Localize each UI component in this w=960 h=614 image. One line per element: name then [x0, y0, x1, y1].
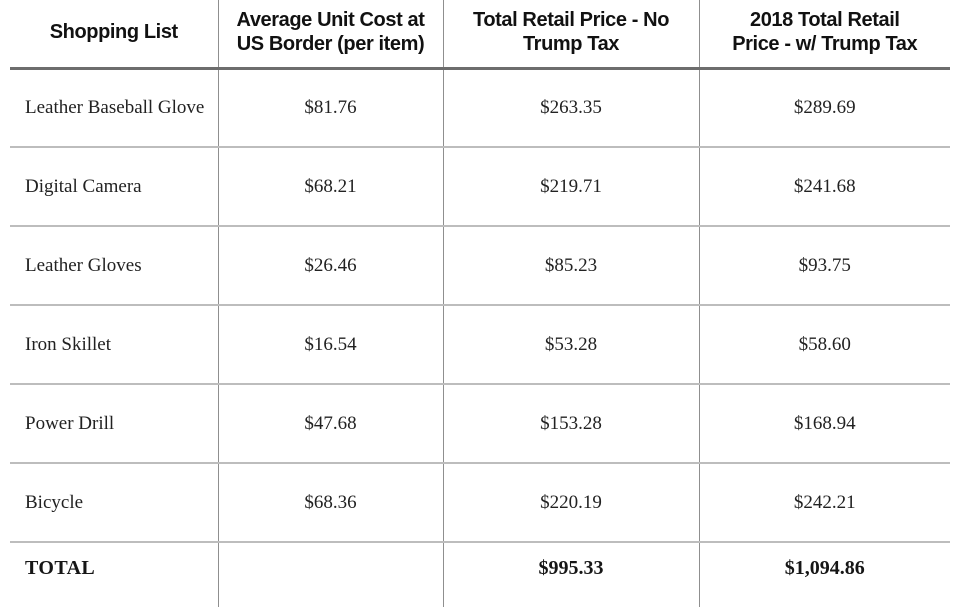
col-header-unit-cost: Average Unit Cost at US Border (per item… — [217, 0, 443, 70]
item-cell: Power Drill — [10, 384, 218, 464]
no-tax-cell: $219.71 — [442, 147, 699, 227]
unit-cost-cell: $26.46 — [217, 226, 443, 306]
table-row: Power Drill $47.68 $153.28 $168.94 — [10, 384, 950, 464]
table-row: Bicycle $68.36 $220.19 $242.21 — [10, 463, 950, 543]
col-header-no-trump-tax: Total Retail Price - No Trump Tax — [442, 0, 699, 70]
with-tax-cell: $168.94 — [698, 384, 950, 464]
table-header: Shopping List Average Unit Cost at US Bo… — [10, 0, 950, 70]
with-tax-cell: $289.69 — [698, 68, 950, 148]
item-cell: Digital Camera — [10, 147, 218, 227]
item-cell: Bicycle — [10, 463, 218, 543]
table-row: Leather Baseball Glove $81.76 $263.35 $2… — [10, 68, 950, 148]
no-tax-cell: $153.28 — [442, 384, 699, 464]
no-tax-cell: $220.19 — [442, 463, 699, 543]
with-tax-cell: $241.68 — [698, 147, 950, 227]
unit-cost-cell: $16.54 — [217, 305, 443, 385]
with-tax-cell: $242.21 — [698, 463, 950, 543]
unit-cost-cell: $81.76 — [217, 68, 443, 148]
unit-cost-cell: $68.21 — [217, 147, 443, 227]
total-row: TOTAL $995.33 $1,094.86 — [10, 542, 950, 607]
table-row: Digital Camera $68.21 $219.71 $241.68 — [10, 147, 950, 227]
item-cell: Leather Gloves — [10, 226, 218, 306]
shopping-list-table: Shopping List Average Unit Cost at US Bo… — [10, 0, 950, 607]
with-tax-cell: $58.60 — [698, 305, 950, 385]
col-header-shopping-list: Shopping List — [10, 0, 218, 70]
no-tax-cell: $263.35 — [442, 68, 699, 148]
header-row: Shopping List Average Unit Cost at US Bo… — [10, 0, 950, 70]
no-tax-cell: $53.28 — [442, 305, 699, 385]
col-header-with-trump-tax: 2018 Total Retail Price - w/ Trump Tax — [698, 0, 950, 70]
total-with-tax-cell: $1,094.86 — [698, 542, 950, 607]
total-label: TOTAL — [25, 556, 96, 579]
table-row: Leather Gloves $26.46 $85.23 $93.75 — [10, 226, 950, 306]
unit-cost-cell: $68.36 — [217, 463, 443, 543]
total-no-tax-cell: $995.33 — [442, 542, 699, 607]
unit-cost-cell: $47.68 — [217, 384, 443, 464]
total-unit-cost-cell — [217, 542, 443, 607]
no-tax-cell: $85.23 — [442, 226, 699, 306]
item-cell: Iron Skillet — [10, 305, 218, 385]
table-row: Iron Skillet $16.54 $53.28 $58.60 — [10, 305, 950, 385]
with-tax-cell: $93.75 — [698, 226, 950, 306]
item-cell: Leather Baseball Glove — [10, 68, 218, 148]
table-body: Leather Baseball Glove $81.76 $263.35 $2… — [10, 68, 950, 607]
